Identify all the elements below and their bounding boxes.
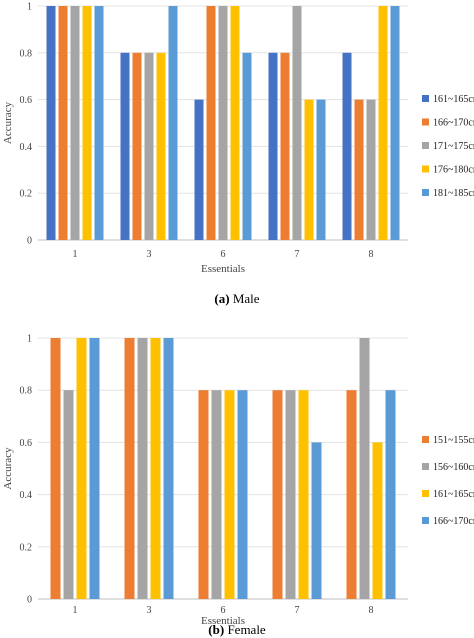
y-tick-label: 0.2 [20,189,33,200]
bar [156,52,166,240]
bar [304,99,314,240]
bar [372,442,383,599]
bar [168,6,178,240]
bar [354,99,364,240]
x-tick-label: 6 [221,605,226,616]
bar [292,6,302,240]
bar [242,52,252,240]
y-tick-label: 0 [27,236,32,247]
bar [150,338,161,599]
figure-caption: (b) Female [208,622,266,637]
bar [82,6,92,240]
bar [268,52,278,240]
bar [50,338,61,599]
bar [46,6,56,240]
bar [346,390,357,599]
figure-caption: (a) Male [214,291,259,306]
x-tick-label: 8 [369,605,374,616]
x-tick-label: 3 [147,249,152,260]
legend-swatch [422,189,429,196]
bar [285,390,296,599]
x-tick-label: 1 [73,605,78,616]
x-axis-label: Essentials [201,263,245,275]
bar [198,390,209,599]
bar [366,99,376,240]
bar [132,52,142,240]
x-tick-label: 6 [221,249,226,260]
bar [124,338,135,599]
y-tick-label: 0.8 [20,386,33,397]
legend-entry: 151~155cm [433,435,474,446]
bar [342,52,352,240]
y-tick-label: 0.4 [20,490,33,501]
x-tick-label: 1 [73,249,78,260]
y-tick-label: 0.6 [20,95,33,106]
bar [194,99,204,240]
bar [378,6,388,240]
legend-swatch [422,517,429,524]
bar [280,52,290,240]
chart-female: 0 0.2 0.4 0.6 0.8 1 Accuracy 1 3 6 7 8 Essentials 151… [2,334,474,638]
bar [218,6,228,240]
bar [390,6,400,240]
legend-entry: 161~165cm [433,489,474,500]
legend-entry: 166~170cm [433,516,474,527]
caption-tag: (a) [214,291,229,306]
y-axis-label: Accuracy [2,101,14,144]
bar [272,390,283,599]
bar [94,6,104,240]
y-tick-label: 0 [27,595,32,606]
bar [89,338,100,599]
caption-text: Female [227,622,265,637]
legend-entry: 166~170cm [433,118,474,129]
legend-entry: 171~175cm [433,141,474,152]
bar [385,390,396,599]
legend-swatch [422,463,429,470]
legend-swatch [422,490,429,497]
bar [120,52,130,240]
bar [211,390,222,599]
bar [163,338,174,599]
legend-entry: 161~165cm [433,94,474,105]
bar [70,6,80,240]
bar [311,442,322,599]
bar [137,338,148,599]
bar [224,390,235,599]
legend-entry: 181~185cm [433,188,474,199]
y-tick-label: 0.2 [20,542,33,553]
bar [237,390,248,599]
bar [58,6,68,240]
bar [316,99,326,240]
y-tick-label: 0.4 [20,142,33,153]
y-tick-label: 1 [27,2,32,13]
legend-swatch [422,118,429,126]
bar [63,390,74,599]
caption-tag: (b) [208,622,224,637]
legend-swatch [422,95,429,102]
bar [144,52,154,240]
chart-male: 0 0.2 0.4 0.6 0.8 1 Accuracy 1 3 6 7 8 Essentials 161… [2,2,474,307]
y-tick-label: 0.8 [20,48,33,59]
x-tick-label: 8 [369,249,374,260]
y-tick-label: 1 [27,334,32,345]
legend-swatch [422,142,429,149]
bar [298,390,309,599]
x-tick-label: 3 [147,605,152,616]
y-axis-label: Accuracy [2,447,14,490]
bar [230,6,240,240]
bar [206,6,216,240]
legend-swatch [422,165,429,173]
caption-text: Male [233,291,260,306]
bar [359,338,370,599]
legend-swatch [422,436,429,443]
legend-entry: 156~160cm [433,462,474,473]
bar [76,338,87,599]
x-axis-label: Essentials [201,615,245,627]
x-tick-label: 7 [295,249,300,260]
y-tick-label: 0.6 [20,438,33,449]
legend-entry: 176~180cm [433,165,474,176]
x-tick-label: 7 [295,605,300,616]
